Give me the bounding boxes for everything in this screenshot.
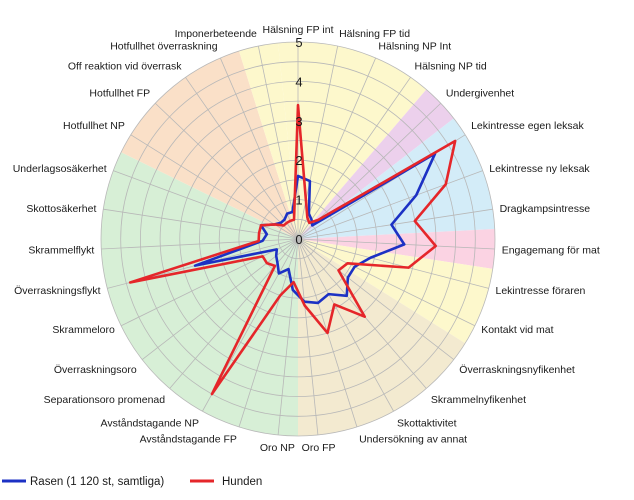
category-label: Avståndstagande FP: [140, 434, 237, 446]
category-label: Lekintresse föraren: [496, 285, 586, 297]
sector-0: [278, 41, 427, 240]
grid-spoke-1: [297, 45, 339, 240]
grid-spoke-25: [113, 170, 299, 240]
radial-tick-label: 4: [295, 74, 302, 89]
category-label: Undergivenhet: [446, 88, 514, 100]
category-label: Kontakt vid mat: [481, 324, 553, 336]
radial-tick-labels: 0 1 2 3 4 5: [295, 35, 302, 247]
series-lines: [128, 103, 457, 396]
grid-spoke-28: [185, 77, 299, 240]
sector-8: [239, 43, 298, 240]
category-label: Oro NP: [260, 442, 295, 454]
sector-2: [298, 118, 495, 239]
grid-spoke-21: [120, 238, 299, 327]
category-label: Hotfullhet NP: [63, 120, 125, 132]
category-label: Dragkampsintresse: [500, 203, 591, 215]
category-label: Överraskningsnyfikenhet: [459, 364, 575, 376]
category-label: Oro FP: [302, 442, 336, 454]
grid-spoke-3: [297, 77, 411, 240]
grid-spoke-29: [219, 57, 299, 240]
grid-spoke-15: [297, 238, 319, 436]
category-label: Överraskningsoro: [54, 364, 137, 376]
radial-tick-label: 5: [295, 35, 302, 50]
category-label: Skrammelflykt: [28, 244, 94, 256]
category-label: Hälsning NP tid: [415, 61, 487, 73]
category-label: Off reaktion vid överrask: [68, 61, 182, 73]
legend-label-1: Hunden: [222, 476, 262, 488]
category-label: Separationsoro promenad: [44, 394, 166, 406]
grid-spoke-11: [297, 238, 455, 360]
grid-spoke-10: [297, 238, 476, 327]
category-label: Hälsning FP tid: [339, 28, 410, 40]
grid-spoke-23: [101, 238, 299, 250]
grid-spoke-6: [297, 170, 483, 240]
grid-spoke-7: [297, 208, 493, 240]
grid-spoke-27: [154, 102, 299, 240]
series-line-1: [128, 103, 457, 396]
category-label: Lekintresse ny leksak: [489, 163, 590, 175]
category-label: Skrammelnyfikenhet: [431, 394, 526, 406]
category-label: Avståndstagande NP: [101, 417, 199, 429]
grid-spoke-2: [297, 57, 377, 240]
radial-tick-label: 3: [295, 114, 302, 129]
category-label: Skottaktivitet: [397, 417, 457, 429]
radial-tick-label: 2: [295, 153, 302, 168]
category-label: Imponerbeteende: [175, 28, 257, 40]
category-label: Hotfullhet överraskning: [110, 41, 218, 53]
grid-spoke-26: [130, 134, 299, 240]
category-label: Hotfullhet FP: [89, 88, 150, 100]
grid-spoke-16: [277, 238, 299, 436]
sector-6: [100, 152, 299, 437]
category-label: Skottosäkerhet: [26, 203, 96, 215]
sector-7: [121, 51, 298, 239]
category-label: Underlagsosäkerhet: [13, 163, 107, 175]
grid-spoke-30: [257, 45, 299, 240]
grid-spoke-20: [141, 238, 299, 360]
grid-spoke-13: [297, 238, 394, 412]
category-label: Hälsning NP Int: [378, 41, 451, 53]
legend-label-0: Rasen (1 120 st, samtliga): [30, 476, 164, 488]
category-label: Engagemang för mat: [502, 244, 600, 256]
radial-tick-label: 0: [295, 232, 302, 247]
category-label: Undersökning av annat: [359, 434, 467, 446]
category-label: Lekintresse egen leksak: [471, 120, 584, 132]
radial-tick-label: 1: [295, 193, 302, 208]
grid-spoke-8: [297, 238, 495, 250]
grid-spoke-9: [297, 238, 489, 289]
legend: Rasen (1 120 st, samtliga) Hunden: [2, 476, 262, 488]
category-label: Hälsning FP int: [262, 24, 333, 36]
sector-3: [298, 229, 496, 269]
category-label: Skrammeloro: [52, 324, 115, 336]
category-label: Överraskningsflykt: [14, 285, 100, 297]
